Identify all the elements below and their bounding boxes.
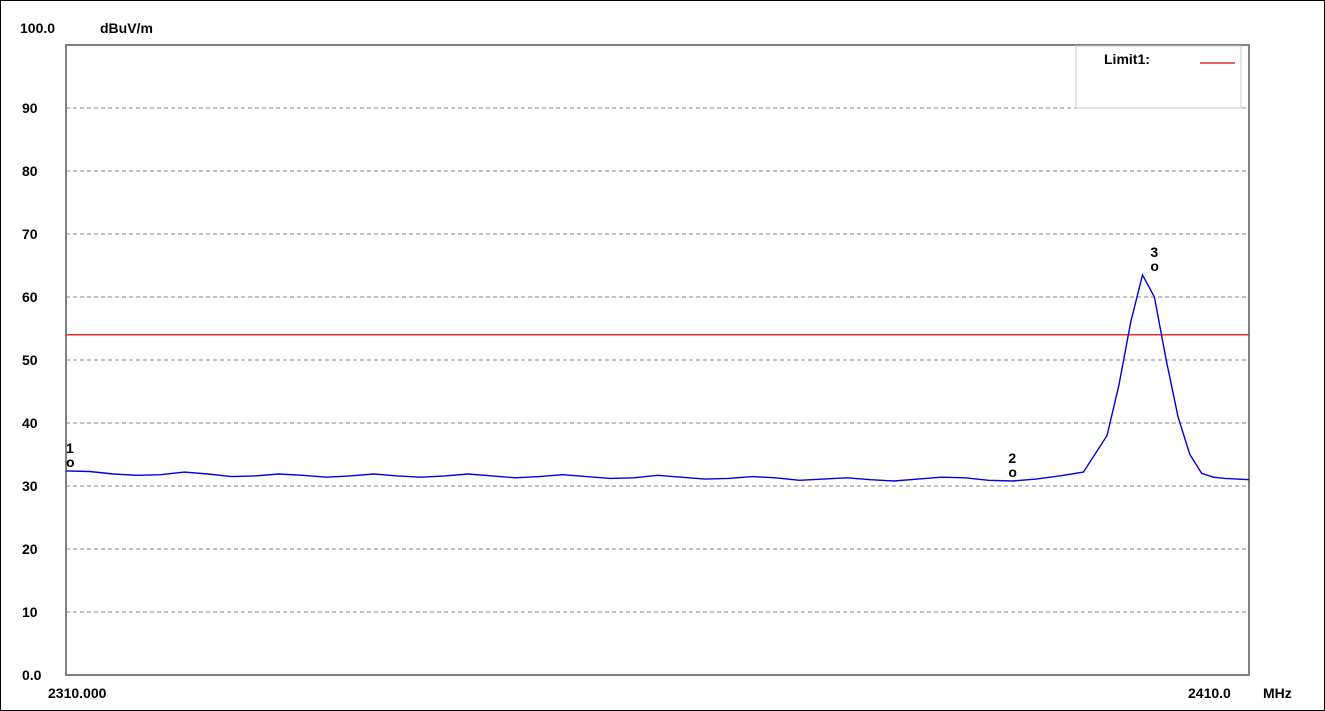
legend-label: Limit1: bbox=[1104, 51, 1150, 67]
grid-lines bbox=[66, 107, 1249, 613]
marker-number: 1 bbox=[66, 440, 74, 456]
x-start-label: 2310.000 bbox=[48, 685, 107, 701]
y-tick-label: 60 bbox=[22, 289, 38, 305]
x-unit-label: MHz bbox=[1263, 685, 1292, 701]
y-tick-label: 20 bbox=[22, 541, 38, 557]
y-top-label: 100.0 bbox=[20, 20, 55, 36]
marker-symbol: o bbox=[66, 454, 75, 470]
series-trace bbox=[65, 272, 1250, 482]
y-tick-label: 80 bbox=[22, 163, 38, 179]
legend: Limit1: bbox=[1075, 45, 1242, 109]
y-tick-label: 70 bbox=[22, 226, 38, 242]
y-tick-label: 50 bbox=[22, 352, 38, 368]
y-tick-label: 30 bbox=[22, 478, 38, 494]
marker-symbol: o bbox=[1150, 258, 1159, 274]
y-tick-label: 90 bbox=[22, 100, 38, 116]
marker-number: 3 bbox=[1150, 244, 1158, 260]
y-tick-labels: 90 80 70 60 50 40 30 20 10 0.0 bbox=[22, 100, 42, 683]
y-unit-label: dBuV/m bbox=[100, 20, 153, 36]
marker-number: 2 bbox=[1008, 450, 1016, 466]
y-tick-label: 10 bbox=[22, 604, 38, 620]
legend-box bbox=[1075, 45, 1242, 109]
x-end-label: 2410.0 bbox=[1188, 685, 1231, 701]
y-tick-label: 40 bbox=[22, 415, 38, 431]
marker-symbol: o bbox=[1008, 464, 1017, 480]
y-tick-label: 0.0 bbox=[22, 667, 42, 683]
